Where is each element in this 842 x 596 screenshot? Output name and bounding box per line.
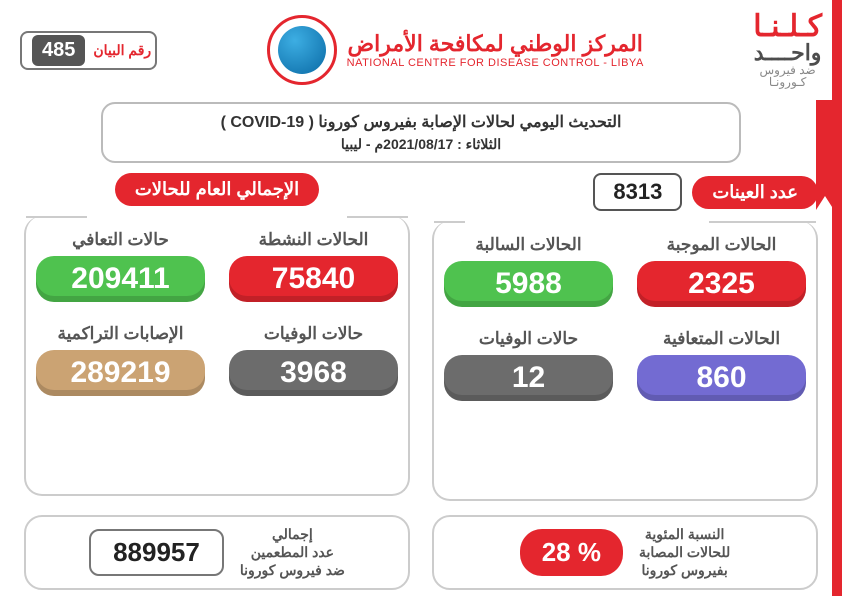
org-name-en: NATIONAL CENTRE FOR DISEASE CONTROL - LI… [347, 57, 644, 69]
slogan-line4: كـورونـا [753, 76, 822, 88]
stat-label: الإصابات التراكمية [36, 324, 205, 344]
slogan-line1: كـلـنـا [753, 12, 822, 42]
stat-value: 289219 [36, 350, 205, 396]
totals-header: الإجمالي العام للحالات [115, 173, 319, 206]
percent-label: النسبة المئوية للحالات المصابة بفيروس كو… [639, 525, 730, 580]
stat-value: 12 [444, 355, 613, 401]
stat-card: حالات الوفيات 12 [444, 329, 613, 401]
percent-box: النسبة المئوية للحالات المصابة بفيروس كو… [432, 515, 818, 590]
vaccinated-value: 889957 [89, 529, 224, 576]
title-line2: الثلاثاء : 2021/08/17م - ليبيا [117, 136, 725, 153]
stat-card: الإصابات التراكمية 289219 [36, 324, 205, 396]
stat-value: 209411 [36, 256, 205, 302]
stat-card: الحالات السالبة 5988 [444, 235, 613, 307]
bulletin-label: رقم البيان [93, 42, 151, 59]
percent-value: % 28 [520, 529, 623, 576]
accent-stripe [832, 0, 842, 596]
stat-label: الحالات السالبة [444, 235, 613, 255]
slogan-line2: واحــــد [753, 42, 822, 64]
title-line1: التحديث اليومي لحالات الإصابة بفيروس كور… [117, 112, 725, 132]
stat-card: حالات التعافي 209411 [36, 230, 205, 302]
stat-value: 2325 [637, 261, 806, 307]
org-name-ar: المركز الوطني لمكافحة الأمراض [347, 31, 644, 57]
stat-value: 3968 [229, 350, 398, 396]
stat-card: الحالات المتعافية 860 [637, 329, 806, 401]
stat-value: 75840 [229, 256, 398, 302]
stat-label: حالات الوفيات [229, 324, 398, 344]
totals-panel: الإجمالي العام للحالات الحالات النشطة 758… [24, 173, 410, 501]
stat-label: الحالات الموجبة [637, 235, 806, 255]
title-box: التحديث اليومي لحالات الإصابة بفيروس كور… [101, 102, 741, 163]
samples-count: 8313 [593, 173, 682, 211]
slogan-block: كـلـنـا واحــــد ضد فيروس كـورونـا [753, 12, 822, 88]
vaccinated-label: إجمالي عدد المطعمين ضد فيروس كورونا [240, 525, 345, 580]
vaccinated-box: إجمالي عدد المطعمين ضد فيروس كورونا 8899… [24, 515, 410, 590]
org-logo-icon [267, 15, 337, 85]
stat-card: الحالات النشطة 75840 [229, 230, 398, 302]
stat-label: الحالات النشطة [229, 230, 398, 250]
org-block: المركز الوطني لمكافحة الأمراض NATIONAL C… [267, 15, 644, 85]
bulletin-number: 485 [32, 35, 85, 66]
stat-label: الحالات المتعافية [637, 329, 806, 349]
samples-panel: عدد العينات 8313 الحالات الموجبة2325الحا… [432, 173, 818, 501]
stat-card: الحالات الموجبة 2325 [637, 235, 806, 307]
stat-value: 860 [637, 355, 806, 401]
header: كـلـنـا واحــــد ضد فيروس كـورونـا المرك… [0, 0, 842, 96]
stat-value: 5988 [444, 261, 613, 307]
samples-header: عدد العينات [692, 176, 818, 209]
stat-card: حالات الوفيات 3968 [229, 324, 398, 396]
stat-label: حالات التعافي [36, 230, 205, 250]
bulletin-badge: رقم البيان 485 [20, 31, 157, 70]
stat-label: حالات الوفيات [444, 329, 613, 349]
